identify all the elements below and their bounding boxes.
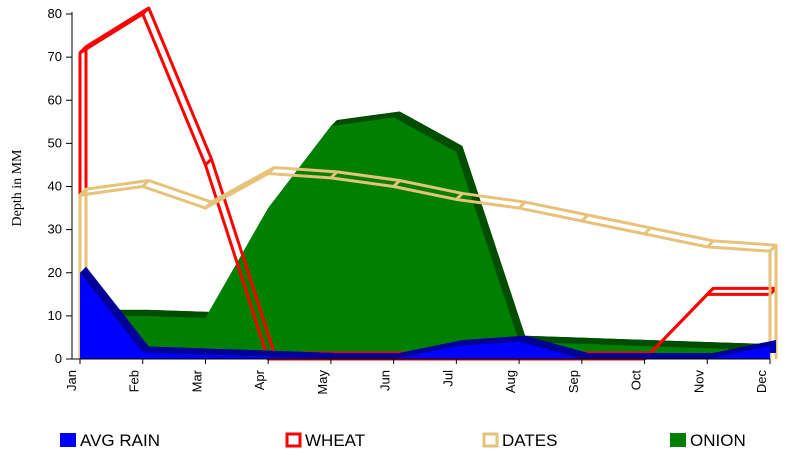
area-edge-segment bbox=[581, 337, 651, 347]
area-edge-segment bbox=[330, 353, 400, 359]
legend-label: ONION bbox=[690, 431, 746, 450]
area-edge-segment bbox=[80, 266, 149, 353]
area-edge-segment bbox=[142, 346, 212, 355]
x-tick-label: May bbox=[315, 370, 330, 395]
legend-swatch bbox=[670, 433, 686, 447]
legend-swatch bbox=[285, 432, 302, 448]
legend-item: AVG RAIN bbox=[60, 431, 160, 450]
series-line-front bbox=[78, 172, 772, 359]
x-tick-label: Feb bbox=[127, 370, 142, 392]
area-edge-segment bbox=[142, 309, 212, 319]
y-tick-label: 50 bbox=[48, 135, 62, 150]
x-tick-label: Jun bbox=[378, 370, 393, 391]
series-dates bbox=[78, 166, 778, 359]
y-tick-label: 40 bbox=[48, 179, 62, 194]
y-ticks: 0 10 20 30 40 50 60 70 80 bbox=[48, 6, 72, 366]
y-tick-label: 80 bbox=[48, 6, 62, 21]
legend-item: ONION bbox=[670, 431, 746, 450]
x-tick-label: Sep bbox=[566, 370, 581, 393]
x-tick-label: Nov bbox=[691, 370, 706, 394]
x-tick-label: Dec bbox=[754, 370, 769, 394]
axes bbox=[71, 12, 770, 360]
area-edge-segment bbox=[519, 335, 588, 359]
area-edge-segment bbox=[393, 340, 463, 359]
series-onion bbox=[79, 111, 776, 359]
legend-swatch bbox=[482, 432, 499, 448]
x-tick-label: Jul bbox=[440, 370, 455, 387]
legend: AVG RAIN WHEAT DATES ONION bbox=[60, 431, 746, 450]
area-edge-segment bbox=[393, 111, 463, 152]
area-edge-segment bbox=[268, 350, 337, 359]
x-tick-label: Jan bbox=[64, 370, 79, 391]
legend-label: DATES bbox=[502, 431, 557, 450]
y-tick-label: 20 bbox=[48, 265, 62, 280]
series-layer bbox=[78, 6, 778, 361]
series-line-back bbox=[84, 166, 778, 359]
x-tick-label: Mar bbox=[189, 369, 204, 392]
y-tick-label: 60 bbox=[48, 92, 62, 107]
legend-swatch bbox=[60, 433, 76, 447]
series-avg-rain bbox=[79, 266, 776, 360]
legend-label: WHEAT bbox=[305, 431, 365, 450]
y-tick-label: 30 bbox=[48, 222, 62, 237]
area-edge-segment bbox=[644, 353, 714, 359]
area-edge-segment bbox=[330, 111, 400, 127]
y-tick-label: 10 bbox=[48, 308, 62, 323]
area-edge-segment bbox=[581, 353, 651, 359]
x-tick-label: Oct bbox=[629, 370, 644, 391]
legend-item: WHEAT bbox=[285, 431, 365, 450]
y-tick-label: 0 bbox=[55, 351, 62, 366]
x-tick-label: Apr bbox=[252, 369, 267, 390]
y-axis-label: Depth in MM bbox=[10, 149, 25, 227]
legend-item: DATES bbox=[482, 431, 557, 450]
area-edge-segment bbox=[456, 335, 526, 347]
legend-label: AVG RAIN bbox=[80, 431, 160, 450]
y-tick-label: 70 bbox=[48, 49, 62, 64]
area-face bbox=[80, 117, 770, 359]
area-edge-segment bbox=[707, 340, 776, 359]
x-tick-label: Aug bbox=[503, 370, 518, 393]
area-edge-segment bbox=[205, 348, 275, 357]
x-ticks: Jan Feb Mar Apr May Jun Jul Aug Sep Oct Nov Dec bbox=[64, 359, 771, 395]
